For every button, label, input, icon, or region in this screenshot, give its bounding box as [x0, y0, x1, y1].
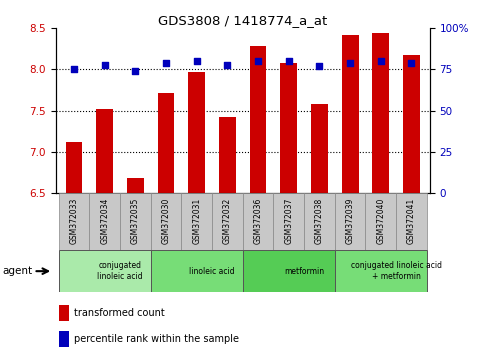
Bar	[151, 250, 243, 292]
Text: conjugated
linoleic acid: conjugated linoleic acid	[97, 262, 143, 281]
Text: agent: agent	[2, 266, 32, 276]
Text: transformed count: transformed count	[74, 308, 165, 318]
Bar	[280, 63, 297, 193]
Bar	[372, 33, 389, 193]
Bar	[157, 92, 174, 193]
Point	[254, 58, 262, 64]
Bar	[59, 331, 69, 347]
Text: GSM372034: GSM372034	[100, 198, 109, 245]
Text: GSM372036: GSM372036	[254, 198, 263, 245]
Bar	[250, 46, 267, 193]
Bar	[396, 193, 427, 250]
Point	[162, 60, 170, 66]
Text: GSM372040: GSM372040	[376, 198, 385, 245]
Bar	[188, 72, 205, 193]
Point	[224, 62, 231, 67]
Bar	[304, 193, 335, 250]
Point	[193, 58, 200, 64]
Bar	[58, 193, 89, 250]
Text: linoleic acid: linoleic acid	[189, 267, 235, 276]
Bar	[58, 250, 151, 292]
Text: GSM372032: GSM372032	[223, 198, 232, 244]
Text: GSM372041: GSM372041	[407, 198, 416, 244]
Bar	[219, 117, 236, 193]
Point	[131, 68, 139, 74]
Bar	[96, 109, 113, 193]
Text: GSM372030: GSM372030	[161, 198, 170, 245]
Bar	[59, 305, 69, 321]
Point	[70, 67, 78, 72]
Point	[315, 63, 323, 69]
Bar	[66, 142, 83, 193]
Bar	[120, 193, 151, 250]
Bar	[403, 55, 420, 193]
Bar	[273, 193, 304, 250]
Bar	[127, 178, 144, 193]
Text: GSM372035: GSM372035	[131, 198, 140, 245]
Bar	[335, 193, 366, 250]
Text: percentile rank within the sample: percentile rank within the sample	[74, 334, 239, 344]
Bar	[311, 104, 328, 193]
Text: conjugated linoleic acid
+ metformin: conjugated linoleic acid + metformin	[351, 262, 441, 281]
Bar	[212, 193, 243, 250]
Bar	[89, 193, 120, 250]
Text: GSM372039: GSM372039	[346, 198, 355, 245]
Text: GSM372031: GSM372031	[192, 198, 201, 244]
Point	[285, 58, 293, 64]
Text: GSM372037: GSM372037	[284, 198, 293, 245]
Bar	[243, 193, 273, 250]
Bar	[341, 35, 358, 193]
Text: GSM372033: GSM372033	[70, 198, 78, 245]
Bar	[335, 250, 427, 292]
Point	[101, 62, 109, 67]
Title: GDS3808 / 1418774_a_at: GDS3808 / 1418774_a_at	[158, 14, 327, 27]
Point	[408, 60, 415, 66]
Bar	[151, 193, 181, 250]
Point	[346, 60, 354, 66]
Text: GSM372038: GSM372038	[315, 198, 324, 244]
Bar	[243, 250, 335, 292]
Text: metformin: metformin	[284, 267, 324, 276]
Point	[377, 58, 384, 64]
Bar	[181, 193, 212, 250]
Bar	[366, 193, 396, 250]
